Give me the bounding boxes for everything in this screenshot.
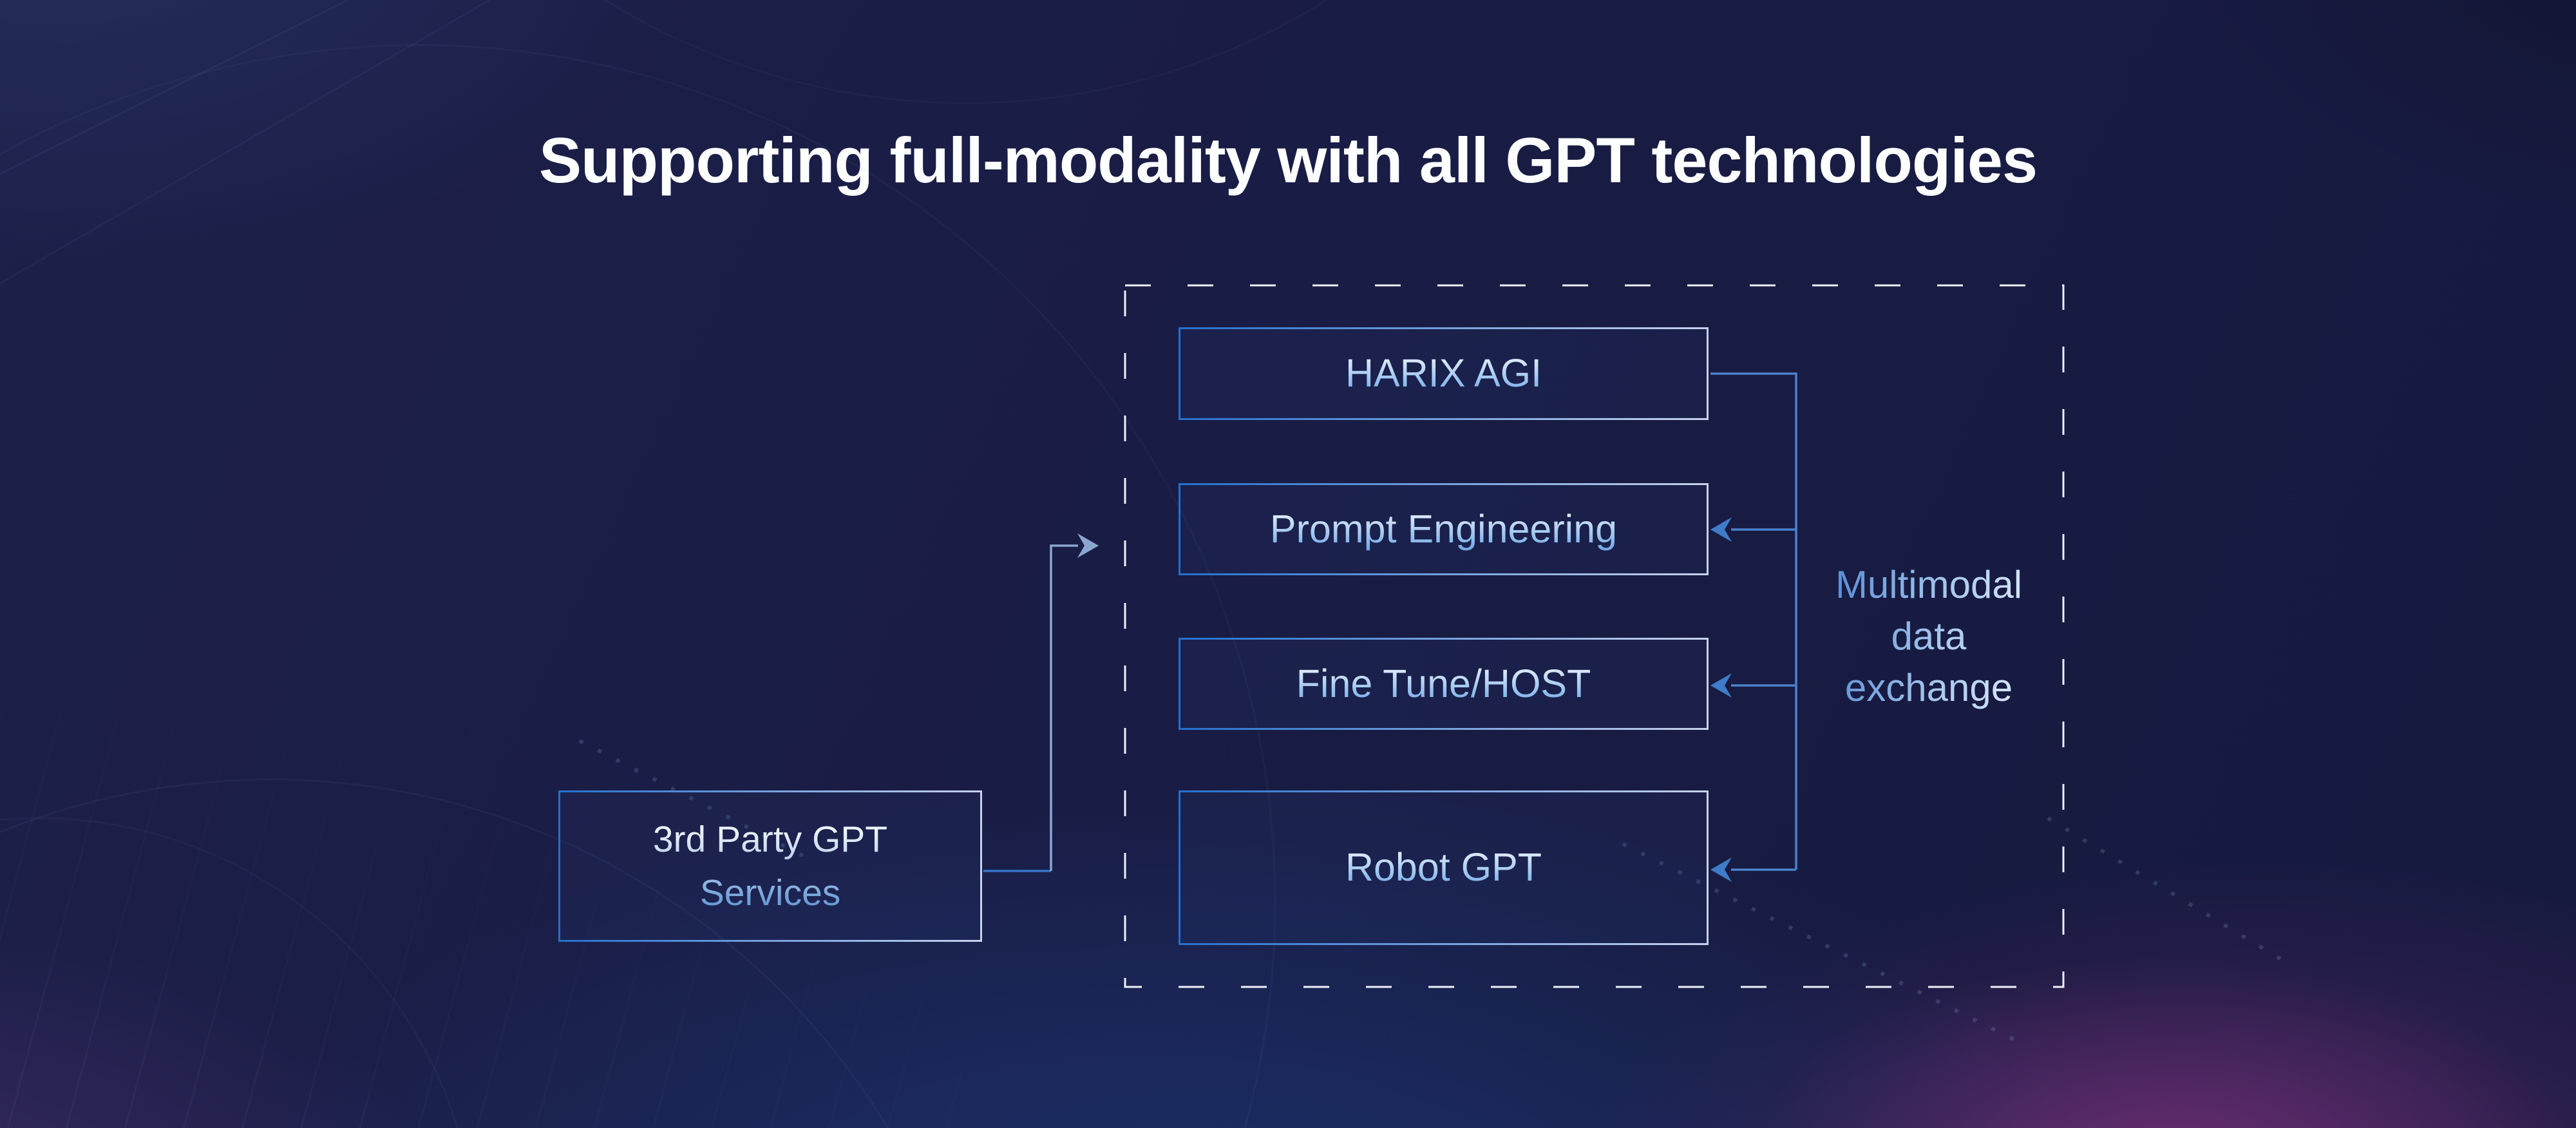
left-connector-lines [983,544,1078,872]
node-fine-tune-host: Fine Tune/HOST [1179,638,1709,730]
side-label-line1: Multimodal [1835,563,2023,606]
node-3rd-party-gpt-services: 3rd Party GPT Services [558,790,982,942]
node-harix-agi: HARIX AGI [1179,327,1709,420]
side-label-line2: data [1891,615,1967,658]
arrow-right-icon [1077,533,1099,558]
node-robot-gpt: Robot GPT [1179,790,1709,945]
node-3rd-party-gpt-services-label: 3rd Party GPT Services [653,813,887,919]
node-fine-tune-host-label: Fine Tune/HOST [1296,661,1591,707]
node-harix-agi-label: HARIX AGI [1345,350,1542,397]
node-3rd-party-line2: Services [699,872,841,913]
side-label-multimodal-data-exchange: Multimodal data exchange [1800,559,2058,714]
side-label-line3: exchange [1844,666,2013,709]
node-prompt-engineering-label: Prompt Engineering [1270,506,1617,553]
node-3rd-party-line1: 3rd Party GPT [652,818,888,860]
right-connector-lines [1710,372,1797,871]
slide-title: Supporting full-modality with all GPT te… [539,124,2038,196]
node-prompt-engineering: Prompt Engineering [1179,483,1709,575]
node-robot-gpt-label: Robot GPT [1345,845,1542,891]
arrow-left-icon [1710,517,1732,882]
